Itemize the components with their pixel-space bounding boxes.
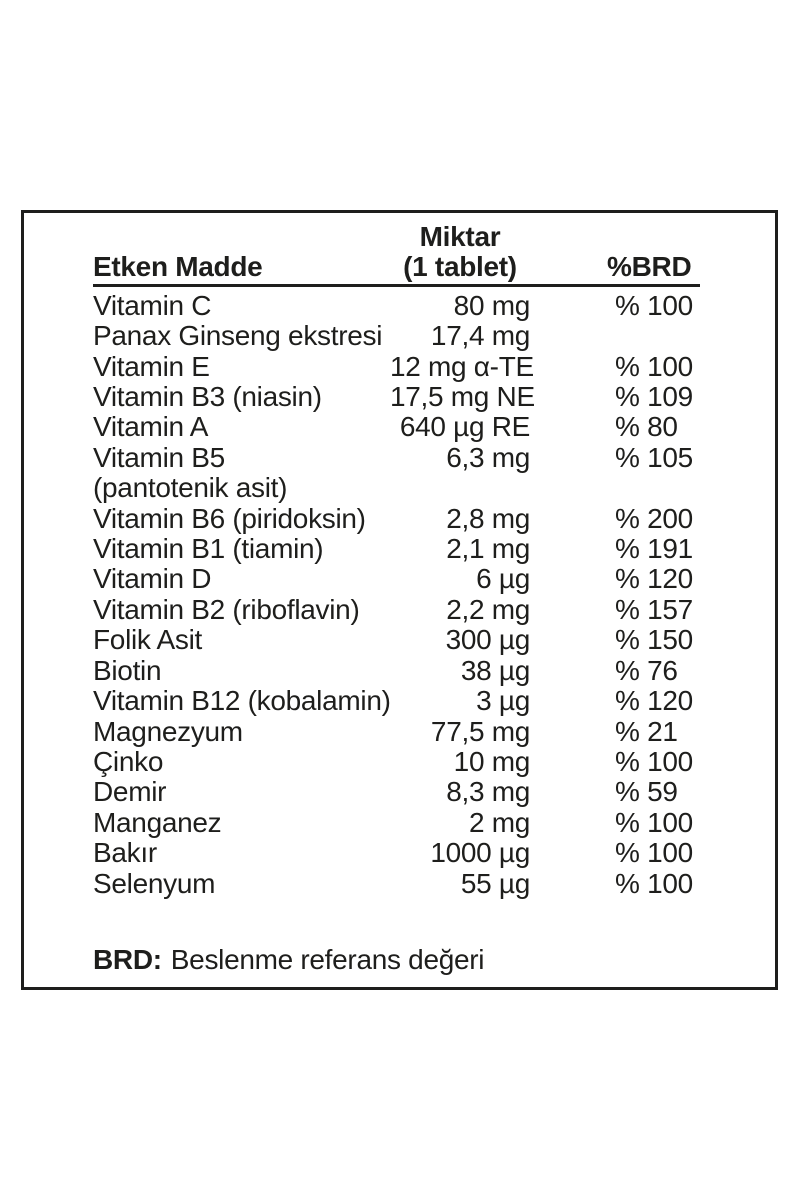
ingredient-name: Vitamin B1 (tiamin): [93, 533, 324, 565]
nutrition-facts-card: Etken Madde Miktar (1 tablet) %BRD Vitam…: [21, 210, 778, 990]
ingredient-name: Vitamin E: [93, 350, 210, 382]
footnote-text: Beslenme referans değeri: [170, 943, 485, 975]
table-row: Magnezyum 77,5 mg % 21: [93, 715, 775, 747]
brd-value: % 100: [615, 745, 693, 777]
brd-value: % 191: [615, 533, 693, 565]
amount-value: 2,1 mg: [446, 533, 530, 565]
amount-value: 6,3 mg: [446, 441, 530, 473]
header-amount: Miktar (1 tablet): [390, 221, 530, 283]
amount-value: 12 mg α-TE: [390, 350, 534, 382]
header-ingredient: Etken Madde: [93, 251, 263, 283]
amount-value: 38 µg: [460, 654, 530, 686]
amount-value: 640 µg RE: [399, 411, 530, 443]
amount-value: 17,4 mg: [430, 320, 530, 352]
ingredient-name: Vitamin B2 (riboflavin): [93, 593, 360, 625]
table-row: Selenyum 55 µg % 100: [93, 867, 775, 899]
ingredient-name: Vitamin D: [93, 563, 212, 595]
brd-value: % 80: [615, 411, 678, 443]
amount-value: 55 µg: [460, 867, 530, 899]
amount-value: 3 µg: [476, 685, 530, 717]
table-row: Panax Ginseng ekstresi 17,4 mg: [93, 320, 775, 352]
amount-value: 8,3 mg: [446, 776, 530, 808]
ingredient-name: Vitamin B6 (piridoksin): [93, 502, 366, 534]
table-row: Vitamin B6 (piridoksin) 2,8 mg % 200: [93, 502, 775, 534]
header-divider: [93, 283, 700, 287]
brd-value: % 76: [615, 654, 678, 686]
brd-value: % 157: [615, 593, 693, 625]
ingredient-name: Vitamin B12 (kobalamin): [93, 685, 391, 717]
amount-value: 6 µg: [476, 563, 530, 595]
table-row: Vitamin B1 (tiamin) 2,1 mg % 191: [93, 533, 775, 565]
table-row: Folik Asit 300 µg % 150: [93, 624, 775, 656]
table-row: Çinko 10 mg % 100: [93, 745, 775, 777]
amount-value: 10 mg: [453, 745, 531, 777]
ingredient-name: Selenyum: [93, 867, 216, 899]
table-row: Biotin 38 µg % 76: [93, 654, 775, 686]
ingredient-name: Demir: [93, 776, 167, 808]
table-rows: Vitamin C 80 mg % 100 Panax Ginseng ekst…: [93, 289, 775, 899]
table-row: Vitamin C 80 mg % 100: [93, 289, 775, 321]
table-row: Vitamin A 640 µg RE % 80: [93, 411, 775, 443]
header-brd: %BRD: [607, 251, 692, 283]
ingredient-name: Vitamin B5: [93, 441, 225, 473]
footnote-label: BRD:: [93, 943, 162, 975]
amount-value: 2 mg: [468, 806, 530, 838]
table-row: Vitamin D 6 µg % 120: [93, 563, 775, 595]
table-header-row: Etken Madde Miktar (1 tablet) %BRD: [93, 221, 775, 283]
footnote: BRD: Beslenme referans değeri: [93, 943, 775, 975]
ingredient-name: Vitamin A: [93, 411, 209, 443]
table-row: Bakır 1000 µg % 100: [93, 837, 775, 869]
brd-value: % 100: [615, 806, 693, 838]
amount-value: 17,5 mg NE: [390, 381, 535, 413]
nutrition-table: Etken Madde Miktar (1 tablet) %BRD Vitam…: [24, 213, 775, 975]
brd-value: % 100: [615, 837, 693, 869]
brd-value: % 120: [615, 685, 693, 717]
ingredient-name-line2: (pantotenik asit): [93, 472, 288, 504]
ingredient-name: Biotin: [93, 654, 162, 686]
brd-value: % 59: [615, 776, 678, 808]
ingredient-name: Folik Asit: [93, 624, 203, 656]
brd-value: % 109: [615, 381, 693, 413]
ingredient-name: Manganez: [93, 806, 222, 838]
brd-value: % 200: [615, 502, 693, 534]
ingredient-name: Magnezyum: [93, 715, 243, 747]
ingredient-name: Vitamin B3 (niasin): [93, 381, 322, 413]
brd-value: % 150: [615, 624, 693, 656]
header-amount-line2: (1 tablet): [403, 251, 517, 283]
ingredient-name: Vitamin C: [93, 289, 212, 321]
header-amount-line1: Miktar: [419, 221, 501, 252]
brd-value: % 120: [615, 563, 693, 595]
amount-value: 2,2 mg: [446, 593, 530, 625]
table-row: Vitamin B2 (riboflavin) 2,2 mg % 157: [93, 593, 775, 625]
ingredient-name: Çinko: [93, 745, 164, 777]
brd-value: % 100: [615, 350, 693, 382]
brd-value: % 21: [615, 715, 678, 747]
table-row: Vitamin B12 (kobalamin) 3 µg % 120: [93, 685, 775, 717]
amount-value: 300 µg: [445, 624, 531, 656]
table-row: Vitamin B5 6,3 mg % 105 (pantotenik asit…: [93, 441, 775, 504]
amount-value: 2,8 mg: [446, 502, 530, 534]
ingredient-name: Panax Ginseng ekstresi: [93, 320, 383, 352]
amount-value: 1000 µg: [430, 837, 530, 869]
brd-value: % 100: [615, 289, 693, 321]
table-row: Demir 8,3 mg % 59: [93, 776, 775, 808]
table-row: Manganez 2 mg % 100: [93, 806, 775, 838]
brd-value: % 100: [615, 867, 693, 899]
brd-value: % 105: [615, 441, 693, 473]
amount-value: 80 mg: [453, 289, 531, 321]
table-row: Vitamin E 12 mg α-TE % 100: [93, 350, 775, 382]
ingredient-name: Bakır: [93, 837, 157, 869]
table-row: Vitamin B3 (niasin) 17,5 mg NE % 109: [93, 381, 775, 413]
amount-value: 77,5 mg: [430, 715, 530, 747]
